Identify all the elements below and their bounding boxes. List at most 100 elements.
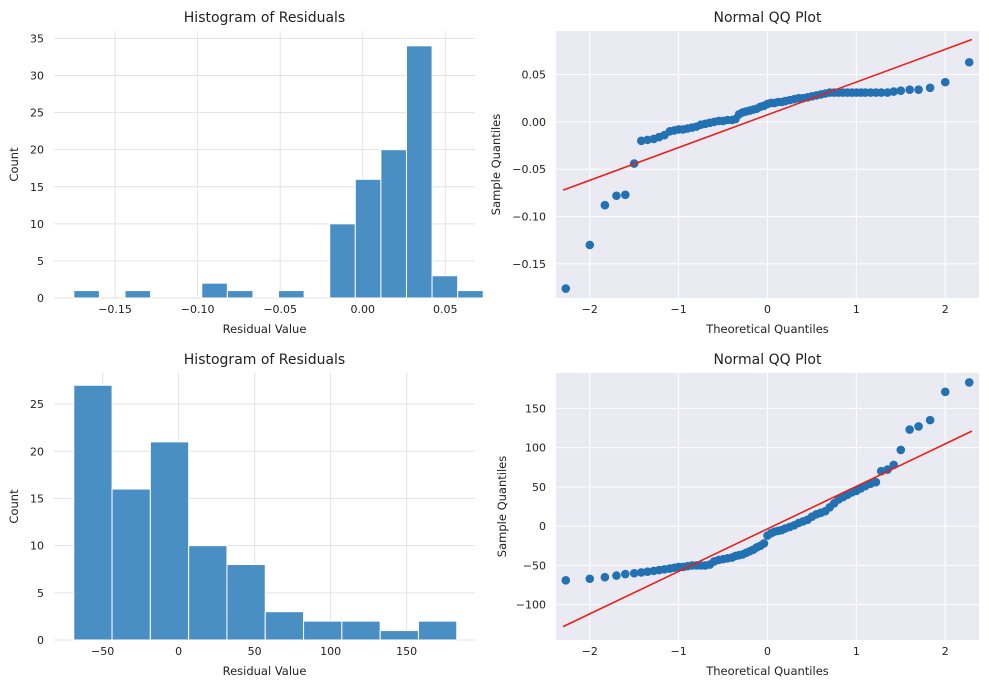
x-tick-label: 0.05 bbox=[433, 303, 458, 316]
histogram-bar bbox=[278, 290, 305, 299]
qq-point bbox=[889, 87, 898, 96]
histogram-bar bbox=[417, 620, 458, 641]
histogram-bar bbox=[149, 441, 190, 641]
qq-point bbox=[896, 445, 906, 455]
qq-point bbox=[876, 88, 886, 97]
y-tick-label: 5 bbox=[37, 255, 44, 268]
x-tick-label: −2 bbox=[582, 303, 598, 316]
qq-point bbox=[940, 77, 950, 87]
y-axis-label: Sample Quantiles bbox=[495, 456, 509, 557]
qq-point bbox=[759, 539, 769, 548]
qq-point bbox=[871, 477, 881, 487]
histogram-bar bbox=[73, 290, 100, 299]
y-tick-label: 15 bbox=[30, 492, 44, 505]
y-tick-label: 10 bbox=[30, 540, 44, 553]
x-tick-label: 2 bbox=[942, 645, 949, 658]
x-tick-label: 0.00 bbox=[350, 303, 375, 316]
x-axis-label: Residual Value bbox=[223, 664, 307, 678]
histogram-bar bbox=[379, 630, 419, 641]
y-tick-label: 0 bbox=[37, 292, 44, 305]
y-tick-label: −0.10 bbox=[512, 211, 546, 224]
histogram-bar bbox=[201, 282, 228, 299]
y-tick-label: 20 bbox=[30, 445, 44, 458]
tick-labels: −50 0 50 100 150 0 5 10 15 20 25 bbox=[30, 398, 417, 658]
y-tick-label: 30 bbox=[30, 70, 44, 83]
histogram-bar bbox=[264, 611, 305, 641]
histogram-bar bbox=[457, 290, 484, 299]
x-tick-label: −0.15 bbox=[98, 303, 132, 316]
qq-point bbox=[600, 200, 610, 210]
chart-title: Histogram of Residuals bbox=[184, 10, 345, 26]
histogram-bar bbox=[111, 488, 151, 641]
histogram-bar bbox=[354, 178, 382, 299]
histogram-panel-bottom: −50 0 50 100 150 0 5 10 15 20 25 Histogram of Resi… bbox=[7, 352, 475, 678]
qq-point bbox=[612, 571, 621, 580]
y-tick-label: 35 bbox=[30, 32, 44, 45]
x-axis-label: Residual Value bbox=[223, 322, 307, 336]
x-tick-label: −50 bbox=[91, 645, 114, 658]
y-tick-label: 0 bbox=[37, 634, 44, 647]
bars bbox=[73, 384, 458, 641]
qq-plot-panel-bottom: −2 −1 0 1 2 −100 −50 0 50 100 150 Normal QQ Plot T… bbox=[495, 352, 979, 678]
y-tick-label: −50 bbox=[523, 559, 546, 572]
histogram-bar bbox=[329, 223, 356, 299]
histogram-bar bbox=[124, 290, 152, 299]
qq-point bbox=[629, 568, 639, 578]
y-tick-label: 0.05 bbox=[522, 69, 547, 82]
gridlines bbox=[556, 373, 979, 640]
y-tick-label: 50 bbox=[532, 481, 546, 494]
chart-title: Normal QQ Plot bbox=[714, 10, 822, 26]
histogram-bar bbox=[431, 275, 459, 299]
x-tick-label: 0 bbox=[764, 645, 771, 658]
histogram-bar bbox=[226, 564, 266, 641]
qq-point bbox=[914, 85, 923, 95]
tick-labels: −2 −1 0 1 2 −100 −50 0 50 100 150 bbox=[516, 402, 949, 658]
histogram-bar bbox=[226, 290, 254, 299]
x-tick-label: −2 bbox=[582, 645, 598, 658]
x-tick-label: 50 bbox=[248, 645, 262, 658]
y-tick-label: −0.05 bbox=[512, 163, 546, 176]
histogram-bar bbox=[188, 545, 228, 641]
y-tick-label: 15 bbox=[30, 181, 44, 194]
x-tick-label: 2 bbox=[942, 303, 949, 316]
x-tick-label: 0 bbox=[175, 645, 182, 658]
x-tick-label: 0 bbox=[764, 303, 771, 316]
x-tick-label: −0.10 bbox=[181, 303, 215, 316]
x-tick-label: −1 bbox=[671, 645, 687, 658]
qq-point bbox=[600, 572, 610, 582]
x-tick-label: 1 bbox=[853, 645, 860, 658]
bars bbox=[73, 45, 484, 299]
qq-point bbox=[925, 415, 935, 425]
qq-point bbox=[940, 387, 950, 397]
x-tick-label: 150 bbox=[396, 645, 417, 658]
y-tick-label: 0.00 bbox=[522, 116, 547, 129]
histogram-bar bbox=[380, 149, 407, 299]
reference-line bbox=[562, 430, 973, 628]
qq-point bbox=[621, 190, 630, 200]
qq-point bbox=[621, 569, 630, 579]
y-tick-label: −0.15 bbox=[512, 258, 546, 271]
qq-point bbox=[925, 83, 935, 93]
tick-labels: −0.15 −0.10 −0.05 0.00 0.05 0 5 10 15 20 25 30 35 bbox=[30, 32, 458, 316]
y-tick-label: 25 bbox=[30, 398, 44, 411]
qq-point bbox=[612, 191, 621, 201]
chart-title: Normal QQ Plot bbox=[714, 352, 822, 368]
x-axis-label: Theoretical Quantiles bbox=[705, 664, 829, 678]
x-tick-label: −1 bbox=[671, 303, 687, 316]
qq-point bbox=[964, 57, 974, 67]
qq-point bbox=[585, 574, 595, 584]
qq-point bbox=[905, 425, 914, 434]
qq-point bbox=[914, 422, 923, 431]
y-tick-label: 100 bbox=[525, 442, 546, 455]
y-tick-label: 150 bbox=[525, 402, 546, 415]
tick-labels: −2 −1 0 1 2 −0.15 −0.10 −0.05 0.00 0.05 bbox=[512, 69, 948, 316]
y-axis-label: Sample Quantiles bbox=[489, 114, 503, 215]
reference-line bbox=[562, 38, 973, 191]
qq-points bbox=[561, 38, 974, 293]
y-tick-label: 0 bbox=[539, 520, 546, 533]
qq-point bbox=[561, 576, 571, 585]
x-tick-label: 1 bbox=[853, 303, 860, 316]
gridlines bbox=[556, 31, 979, 298]
qq-point bbox=[905, 85, 914, 95]
